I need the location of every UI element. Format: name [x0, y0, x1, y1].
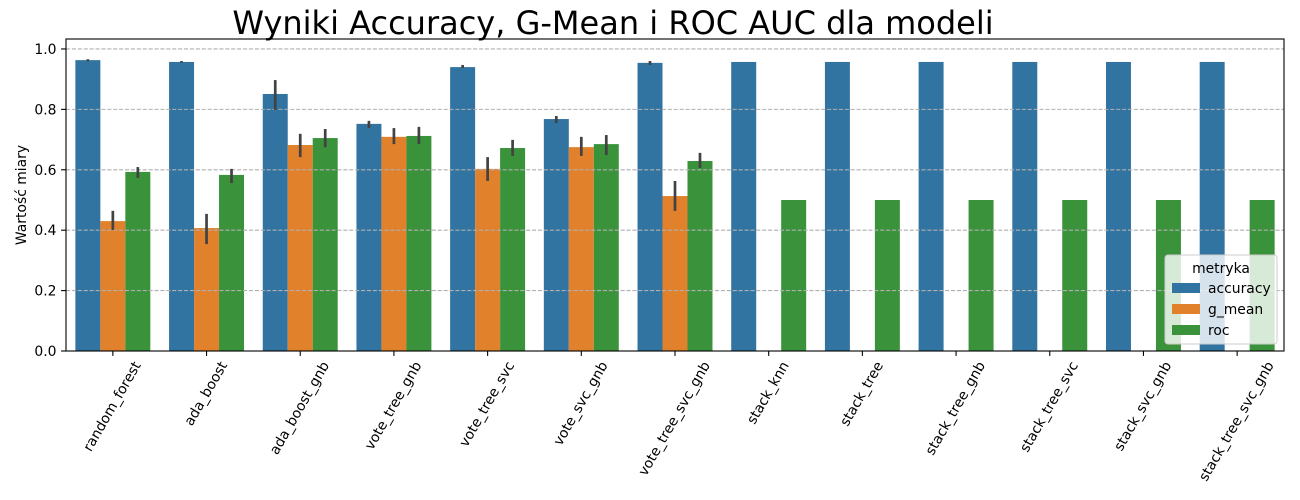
legend-title: metryka	[1192, 261, 1250, 277]
y-tick-label: 0.0	[34, 344, 56, 360]
bar-g-mean-vote-tree-gnb	[381, 136, 407, 351]
bar-roc-stack-tree	[874, 199, 900, 351]
legend-label-accuracy: accuracy	[1208, 281, 1271, 297]
y-tick-label: 0.4	[34, 223, 56, 239]
bar-roc-random-forest	[125, 171, 151, 351]
y-axis-label: Wartość miary	[14, 145, 30, 245]
legend-label-roc: roc	[1208, 323, 1230, 339]
bar-accuracy-vote-tree-svc	[450, 67, 476, 352]
legend-swatch-g-mean	[1172, 304, 1200, 314]
legend-label-g-mean: g_mean	[1208, 302, 1263, 318]
y-tick-label: 1.0	[34, 42, 56, 58]
bar-accuracy-stack-knn	[731, 61, 757, 352]
bars-layer	[75, 60, 1275, 352]
bar-roc-vote-svc-gnb	[593, 144, 619, 351]
bar-g-mean-vote-tree-svc-gnb	[662, 196, 688, 351]
bar-g-mean-ada-boost-gnb	[287, 145, 313, 351]
bar-roc-vote-tree-gnb	[406, 135, 432, 351]
y-axis: 0.0 0.2 0.4 0.6 0.8 1.0	[34, 42, 66, 360]
chart-title: Wyniki Accuracy, G-Mean i ROC AUC dla mo…	[232, 4, 993, 42]
legend-entry-accuracy: accuracy	[1172, 281, 1271, 297]
error-bars-layer	[86, 59, 702, 245]
legend-entry-roc: roc	[1172, 323, 1230, 339]
bar-roc-ada-boost	[219, 174, 245, 351]
y-tick-label: 0.6	[34, 163, 56, 179]
legend-swatch-roc	[1172, 325, 1200, 335]
y-tick-label: 0.8	[34, 102, 56, 118]
bar-accuracy-vote-tree-svc-gnb	[637, 62, 663, 352]
bar-accuracy-vote-svc-gnb	[543, 119, 569, 351]
bar-accuracy-vote-tree-gnb	[356, 123, 382, 351]
bar-roc-stack-tree-gnb	[968, 199, 994, 351]
bar-roc-stack-tree-svc	[1062, 199, 1088, 351]
bar-accuracy-stack-tree-gnb	[918, 61, 944, 352]
bar-g-mean-vote-tree-svc	[475, 168, 501, 351]
y-tick-label: 0.2	[34, 284, 56, 300]
bar-roc-vote-tree-svc	[500, 148, 526, 351]
legend-swatch-accuracy	[1172, 283, 1200, 293]
bar-g-mean-random-forest	[100, 221, 126, 351]
bar-roc-vote-tree-svc-gnb	[687, 161, 713, 351]
bar-g-mean-vote-svc-gnb	[568, 147, 594, 351]
bar-accuracy-stack-tree-svc	[1012, 61, 1038, 352]
bar-roc-stack-knn	[781, 199, 807, 351]
legend-entry-g-mean: g_mean	[1172, 302, 1263, 318]
bar-accuracy-stack-svc-gnb	[1105, 61, 1131, 352]
bar-accuracy-random-forest	[75, 60, 101, 351]
bar-accuracy-ada-boost-gnb	[262, 93, 288, 351]
bar-g-mean-ada-boost	[194, 228, 220, 351]
legend: metryka accuracy g_mean roc	[1164, 254, 1278, 345]
bar-accuracy-stack-tree	[824, 61, 850, 352]
bar-accuracy-ada-boost	[169, 61, 195, 352]
bar-roc-ada-boost-gnb	[312, 138, 338, 351]
legend-box	[1164, 254, 1278, 345]
